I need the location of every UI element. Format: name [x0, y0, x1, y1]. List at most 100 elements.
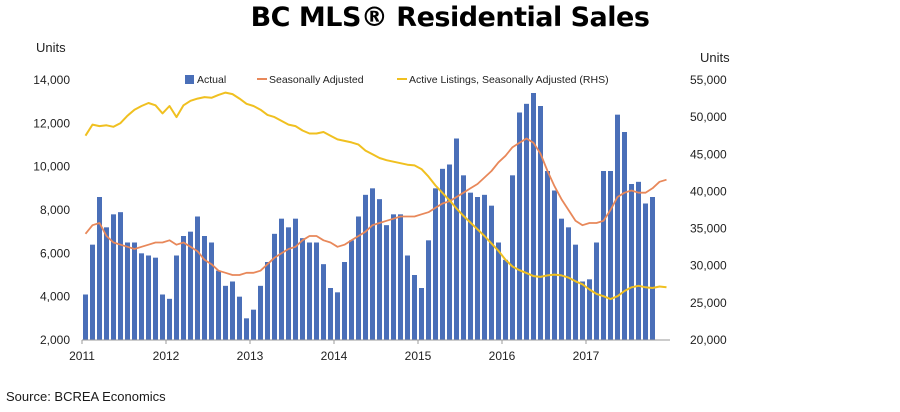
actual-bar: [356, 216, 361, 340]
actual-bar: [202, 236, 207, 340]
y-left-tick-label: 8,000: [40, 203, 70, 217]
actual-bar: [503, 259, 508, 340]
actual-bar: [489, 205, 494, 340]
actual-bar: [580, 281, 585, 340]
actual-bar: [251, 309, 256, 340]
actual-bar: [174, 255, 179, 340]
actual-bar: [587, 279, 592, 340]
x-tick-label: 2012: [153, 349, 180, 363]
actual-bar: [412, 275, 417, 340]
y-right-tick-label: 50,000: [690, 110, 727, 124]
actual-bar: [104, 227, 109, 340]
x-tick-label: 2015: [405, 349, 432, 363]
actual-bar: [440, 168, 445, 340]
actual-bar: [209, 242, 214, 340]
actual-bar: [433, 188, 438, 340]
y-left-ticks: 2,000 4,000 6,000 8,000 10,000 12,000 14,000: [33, 73, 70, 347]
actual-bar: [125, 242, 130, 340]
actual-bar: [272, 233, 277, 340]
actual-bar: [538, 106, 543, 340]
actual-bar: [468, 192, 473, 340]
actual-bar: [118, 212, 123, 340]
legend-label: Seasonally Adjusted: [269, 74, 364, 86]
legend-swatch-actual: [185, 75, 194, 84]
y-left-tick-label: 6,000: [40, 246, 70, 260]
chart-title: BC MLS® Residential Sales: [250, 2, 650, 33]
x-ticks: 2011 2012 2013 2014 2015 2016 2017: [69, 340, 600, 363]
actual-bar: [559, 218, 564, 340]
actual-bar: [244, 318, 249, 340]
actual-bar: [237, 296, 242, 340]
actual-bar: [139, 253, 144, 340]
y-right-ticks: 20,000 25,000 30,000 35,000 40,000 45,000 50,0…: [690, 73, 727, 347]
actual-bar: [90, 244, 95, 340]
actual-bar: [335, 292, 340, 340]
actual-bar: [650, 197, 655, 340]
active-listings-line: [84, 91, 667, 301]
actual-bar: [195, 216, 200, 340]
y-left-tick-label: 10,000: [33, 160, 70, 174]
actual-bar: [447, 164, 452, 340]
actual-bar: [258, 285, 263, 340]
series-lines: [84, 91, 667, 301]
actual-bar: [328, 288, 333, 340]
actual-bar: [286, 227, 291, 340]
actual-bar: [216, 270, 221, 340]
actual-bar: [573, 244, 578, 340]
x-tick-label: 2016: [489, 349, 516, 363]
actual-bar: [370, 188, 375, 340]
y-right-tick-label: 35,000: [690, 222, 727, 236]
x-tick-label: 2011: [69, 349, 95, 363]
actual-bar: [83, 294, 88, 340]
actual-bar: [384, 225, 389, 340]
actual-bar: [363, 194, 368, 340]
actual-bar: [566, 227, 571, 340]
actual-bar: [419, 288, 424, 340]
y-right-tick-label: 55,000: [690, 73, 727, 87]
actual-bar: [426, 240, 431, 340]
actual-bar: [510, 175, 515, 340]
y-right-tick-label: 25,000: [690, 296, 727, 310]
actual-bar: [545, 171, 550, 340]
actual-bar: [405, 255, 410, 340]
actual-bar: [517, 112, 522, 340]
actual-bar: [601, 171, 606, 340]
y-right-tick-label: 40,000: [690, 184, 727, 198]
actual-bar: [223, 285, 228, 340]
y-left-tick-label: 2,000: [40, 333, 70, 347]
actual-bar: [265, 262, 270, 340]
actual-bar: [97, 197, 102, 340]
x-tick-label: 2013: [237, 349, 264, 363]
actual-bar: [293, 218, 298, 340]
y-right-tick-label: 30,000: [690, 259, 727, 273]
source-note: Source: BCREA Economics: [6, 389, 166, 404]
actual-bar: [307, 242, 312, 340]
seasonally-adjusted-line: [84, 137, 667, 276]
x-tick-label: 2017: [573, 349, 600, 363]
y-right-axis-label: Units: [700, 50, 730, 65]
actual-bar: [349, 240, 354, 340]
actual-bar: [552, 190, 557, 340]
actual-bars: [83, 93, 655, 341]
actual-bar: [132, 242, 137, 340]
actual-bar: [629, 184, 634, 340]
actual-bar: [475, 197, 480, 340]
actual-bar: [314, 242, 319, 340]
actual-bar: [622, 132, 627, 340]
actual-bar: [342, 262, 347, 340]
x-tick-label: 2014: [321, 349, 348, 363]
actual-bar: [482, 194, 487, 340]
legend-label: Active Listings, Seasonally Adjusted (RH…: [409, 74, 609, 86]
legend-label: Actual: [197, 74, 226, 86]
actual-bar: [167, 298, 172, 340]
y-right-tick-label: 20,000: [690, 333, 727, 347]
actual-bar: [643, 203, 648, 340]
actual-bar: [111, 214, 116, 340]
actual-bar: [454, 138, 459, 340]
actual-bar: [594, 242, 599, 340]
legend: Actual Seasonally Adjusted Active Listings…: [185, 74, 609, 86]
actual-bar: [496, 242, 501, 340]
actual-bar: [608, 171, 613, 340]
actual-bar: [615, 114, 620, 341]
